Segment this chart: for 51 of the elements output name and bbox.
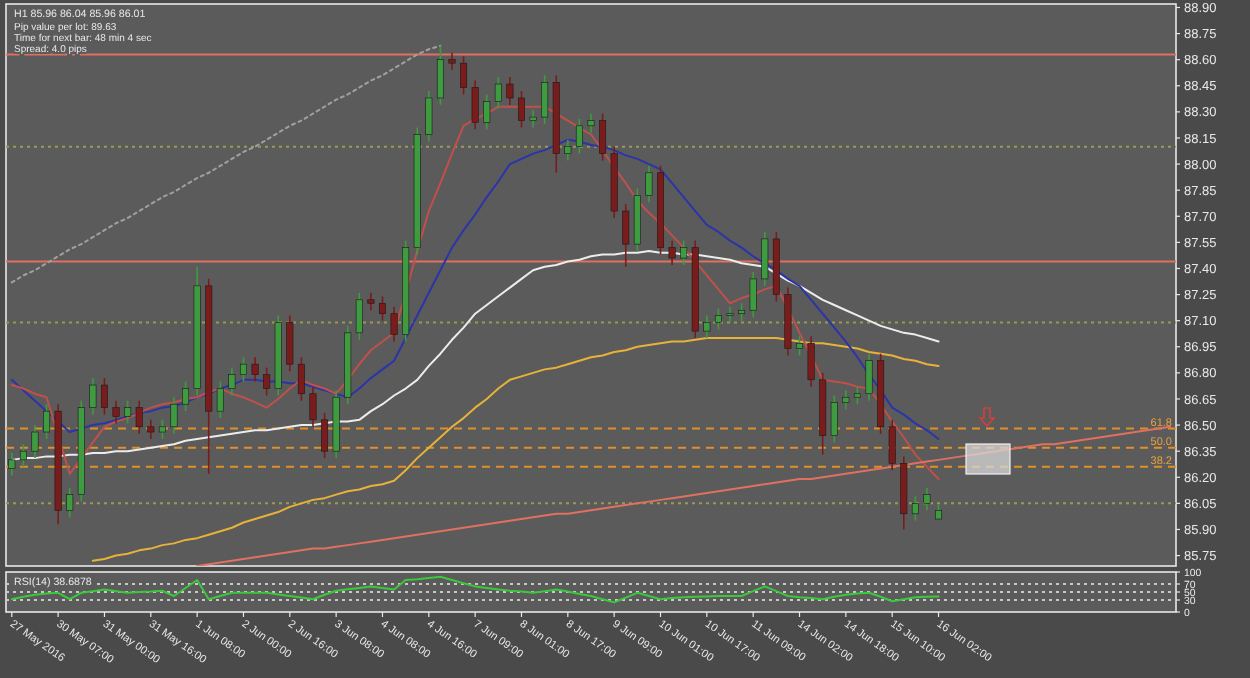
candlestick xyxy=(575,118,583,155)
candlestick xyxy=(506,76,514,106)
candlestick xyxy=(529,109,537,129)
candlestick xyxy=(460,55,468,96)
candlestick xyxy=(923,486,931,512)
line-series xyxy=(196,425,1172,566)
candlestick xyxy=(112,399,120,425)
candlestick xyxy=(749,271,757,318)
candlestick xyxy=(714,307,722,331)
candlestick xyxy=(865,352,873,402)
candlestick xyxy=(124,399,132,425)
candlestick xyxy=(587,112,595,134)
candlestick xyxy=(378,295,386,322)
candlestick xyxy=(564,138,572,162)
candlestick xyxy=(19,443,27,468)
candlestick xyxy=(43,403,51,440)
candlestick xyxy=(842,389,850,411)
candlestick xyxy=(158,419,166,440)
candlestick xyxy=(599,112,607,162)
line-series xyxy=(10,44,442,284)
candlestick xyxy=(425,90,433,143)
candlestick xyxy=(668,239,676,266)
candlestick xyxy=(286,314,294,372)
candlestick xyxy=(89,377,97,416)
line-series xyxy=(91,337,940,562)
candlestick xyxy=(170,396,178,435)
candlestick xyxy=(263,366,271,397)
candlestick xyxy=(436,44,444,106)
candlestick xyxy=(703,314,711,339)
candlestick xyxy=(228,366,236,397)
candlestick xyxy=(251,356,259,383)
candlestick xyxy=(645,165,653,204)
candlestick xyxy=(297,356,305,402)
candlestick xyxy=(888,419,896,472)
candlestick xyxy=(471,79,479,131)
candlestick xyxy=(182,380,190,412)
candlestick xyxy=(390,305,398,343)
candlestick xyxy=(518,90,525,129)
candlestick xyxy=(8,452,16,477)
candlestick xyxy=(31,424,39,459)
candlestick xyxy=(726,305,734,324)
candlestick xyxy=(796,335,804,357)
candlestick xyxy=(911,495,919,522)
line-series xyxy=(10,575,940,604)
candlestick xyxy=(100,377,108,416)
candlestick xyxy=(321,412,329,459)
candlestick xyxy=(807,335,815,388)
candlestick xyxy=(147,419,155,440)
candlestick xyxy=(239,356,247,383)
candlestick xyxy=(135,399,143,435)
candlestick xyxy=(309,385,317,428)
